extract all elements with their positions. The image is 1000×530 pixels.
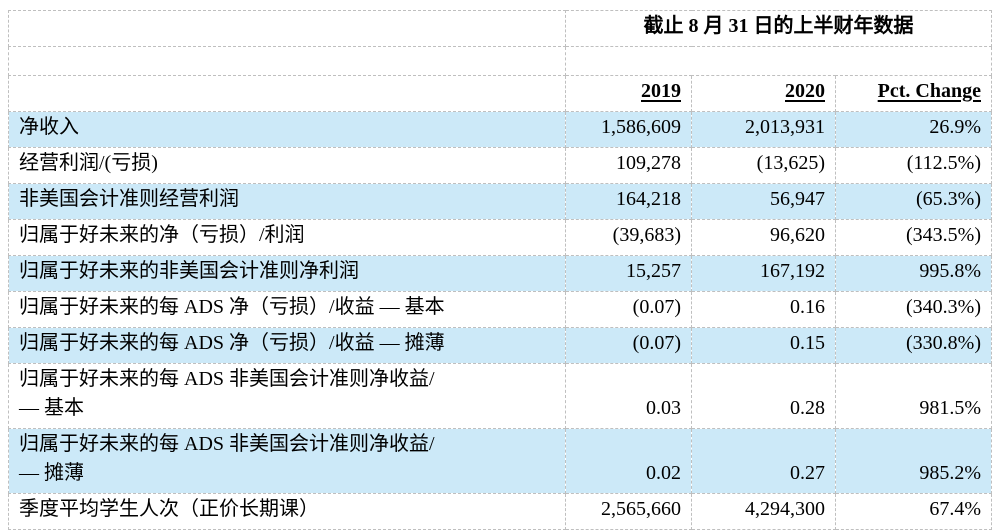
table-row: 非美国会计准则经营利润 164,218 56,947 (65.3%) xyxy=(8,183,992,220)
row-value-pct-change: 985.2% xyxy=(835,428,992,494)
title-row: 截止 8 月 31 日的上半财年数据 xyxy=(8,10,992,47)
col-header-2019: 2019 xyxy=(565,75,692,112)
row-value-2020: 0.28 xyxy=(691,363,836,429)
row-label: 归属于好未来的每 ADS 非美国会计准则净收益/ — 摊薄 xyxy=(8,428,566,494)
row-value-pct-change: (65.3%) xyxy=(835,183,992,220)
table-row: 归属于好未来的每 ADS 净（亏损）/收益 — 基本 (0.07) 0.16 (… xyxy=(8,291,992,328)
row-value-2020: 167,192 xyxy=(691,255,836,292)
header-label-cell xyxy=(8,75,566,112)
row-value-2019: 2,565,660 xyxy=(565,493,692,530)
table-row: 季度平均学生人次（正价长期课） 2,565,660 4,294,300 67.4… xyxy=(8,493,992,530)
row-label: 经营利润/(亏损) xyxy=(8,147,566,184)
row-value-2019: 109,278 xyxy=(565,147,692,184)
table-row: 净收入 1,586,609 2,013,931 26.9% xyxy=(8,111,992,148)
row-value-2019: 15,257 xyxy=(565,255,692,292)
table-row: 归属于好未来的每 ADS 非美国会计准则净收益/ — 摊薄 0.02 0.27 … xyxy=(8,428,992,494)
spacer-cell xyxy=(565,46,992,76)
table-row: 归属于好未来的每 ADS 净（亏损）/收益 — 摊薄 (0.07) 0.15 (… xyxy=(8,327,992,364)
column-header-row: 2019 2020 Pct. Change xyxy=(8,75,992,112)
row-value-pct-change: 26.9% xyxy=(835,111,992,148)
row-value-2020: (13,625) xyxy=(691,147,836,184)
row-value-2020: 4,294,300 xyxy=(691,493,836,530)
row-value-2020: 96,620 xyxy=(691,219,836,256)
row-value-2020: 56,947 xyxy=(691,183,836,220)
col-header-2020: 2020 xyxy=(691,75,836,112)
table-row: 归属于好未来的净（亏损）/利润 (39,683) 96,620 (343.5%) xyxy=(8,219,992,256)
row-value-2020: 0.27 xyxy=(691,428,836,494)
row-value-pct-change: 67.4% xyxy=(835,493,992,530)
row-value-pct-change: 995.8% xyxy=(835,255,992,292)
row-label: 净收入 xyxy=(8,111,566,148)
row-label: 归属于好未来的每 ADS 非美国会计准则净收益/ — 基本 xyxy=(8,363,566,429)
row-label: 归属于好未来的净（亏损）/利润 xyxy=(8,219,566,256)
row-value-pct-change: 981.5% xyxy=(835,363,992,429)
spacer-row xyxy=(8,46,992,76)
row-value-2019: (39,683) xyxy=(565,219,692,256)
col-header-pct-change: Pct. Change xyxy=(835,75,992,112)
row-value-pct-change: (330.8%) xyxy=(835,327,992,364)
row-value-2020: 2,013,931 xyxy=(691,111,836,148)
row-value-pct-change: (340.3%) xyxy=(835,291,992,328)
row-label: 非美国会计准则经营利润 xyxy=(8,183,566,220)
spacer-label-cell xyxy=(8,46,566,76)
row-value-2019: (0.07) xyxy=(565,291,692,328)
row-value-2019: 164,218 xyxy=(565,183,692,220)
financial-table: 截止 8 月 31 日的上半财年数据 2019 2020 Pct. Change… xyxy=(8,10,992,530)
table-title: 截止 8 月 31 日的上半财年数据 xyxy=(565,10,992,47)
title-row-label-cell xyxy=(8,10,566,47)
row-label: 季度平均学生人次（正价长期课） xyxy=(8,493,566,530)
table-row: 经营利润/(亏损) 109,278 (13,625) (112.5%) xyxy=(8,147,992,184)
row-value-2020: 0.15 xyxy=(691,327,836,364)
row-value-2020: 0.16 xyxy=(691,291,836,328)
table-row: 归属于好未来的每 ADS 非美国会计准则净收益/ — 基本 0.03 0.28 … xyxy=(8,363,992,429)
row-label: 归属于好未来的每 ADS 净（亏损）/收益 — 摊薄 xyxy=(8,327,566,364)
row-value-pct-change: (343.5%) xyxy=(835,219,992,256)
row-label: 归属于好未来的每 ADS 净（亏损）/收益 — 基本 xyxy=(8,291,566,328)
row-label: 归属于好未来的非美国会计准则净利润 xyxy=(8,255,566,292)
row-value-2019: 0.02 xyxy=(565,428,692,494)
row-value-2019: 0.03 xyxy=(565,363,692,429)
row-value-pct-change: (112.5%) xyxy=(835,147,992,184)
row-value-2019: 1,586,609 xyxy=(565,111,692,148)
table-row: 归属于好未来的非美国会计准则净利润 15,257 167,192 995.8% xyxy=(8,255,992,292)
row-value-2019: (0.07) xyxy=(565,327,692,364)
